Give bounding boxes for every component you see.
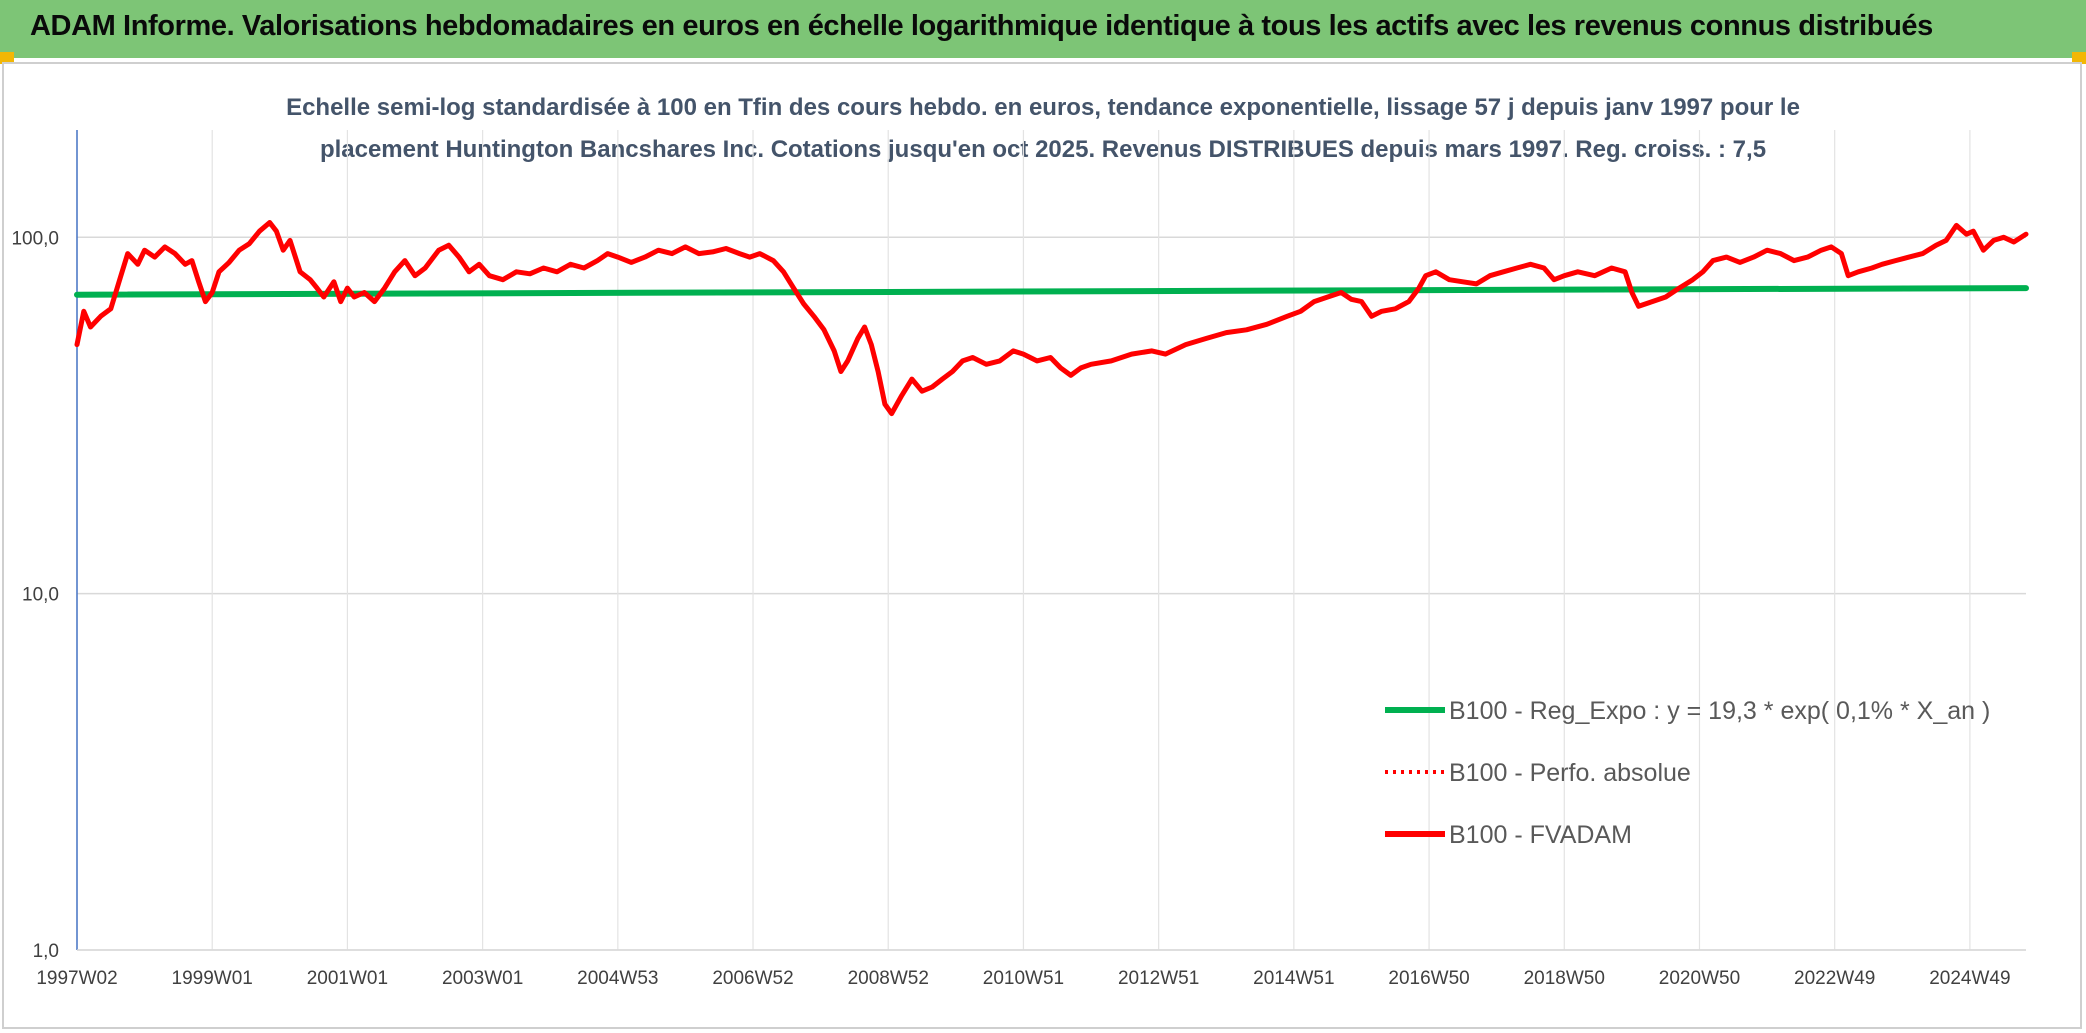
x-tick-label: 2010W51 xyxy=(983,968,1064,989)
x-tick-label: 2001W01 xyxy=(307,968,388,989)
x-tick-label: 2018W50 xyxy=(1524,968,1605,989)
legend-label-2: B100 - FVADAM xyxy=(1449,821,1632,849)
x-tick-label: 2008W52 xyxy=(848,968,929,989)
legend-label-0: B100 - Reg_Expo : y = 19,3 * exp( 0,1% *… xyxy=(1449,697,1990,725)
y-tick-label: 100,0 xyxy=(11,228,59,249)
chart-title-line-1: Echelle semi-log standardisée à 100 en T… xyxy=(286,94,1800,121)
x-tick-label: 2003W01 xyxy=(442,968,523,989)
x-tick-label: 1997W02 xyxy=(36,968,117,989)
x-tick-label: 2014W51 xyxy=(1253,968,1334,989)
x-tick-label: 2020W50 xyxy=(1659,968,1740,989)
legend-label-1: B100 - Perfo. absolue xyxy=(1449,759,1691,787)
x-tick-label: 2004W53 xyxy=(577,968,658,989)
x-tick-label: 2016W50 xyxy=(1388,968,1469,989)
report-title: ADAM Informe. Valorisations hebdomadaire… xyxy=(30,10,1933,42)
series-line-2 xyxy=(74,220,2029,417)
corner-marker-right xyxy=(2072,52,2086,64)
x-tick-label: 2022W49 xyxy=(1794,968,1875,989)
chart-frame xyxy=(2,62,2082,1029)
x-tick-label: 2012W51 xyxy=(1118,968,1199,989)
y-tick-label: 10,0 xyxy=(22,585,59,606)
series-line-0 xyxy=(74,285,2029,298)
x-tick-label: 1999W01 xyxy=(172,968,253,989)
x-tick-label: 2006W52 xyxy=(712,968,793,989)
report-header: ADAM Informe. Valorisations hebdomadaire… xyxy=(0,0,2086,58)
corner-marker-left xyxy=(0,52,14,64)
chart-title-line-2: placement Huntington Bancshares Inc. Cot… xyxy=(320,136,1766,163)
x-tick-label: 2024W49 xyxy=(1929,968,2010,989)
y-tick-label: 1,0 xyxy=(33,941,59,962)
